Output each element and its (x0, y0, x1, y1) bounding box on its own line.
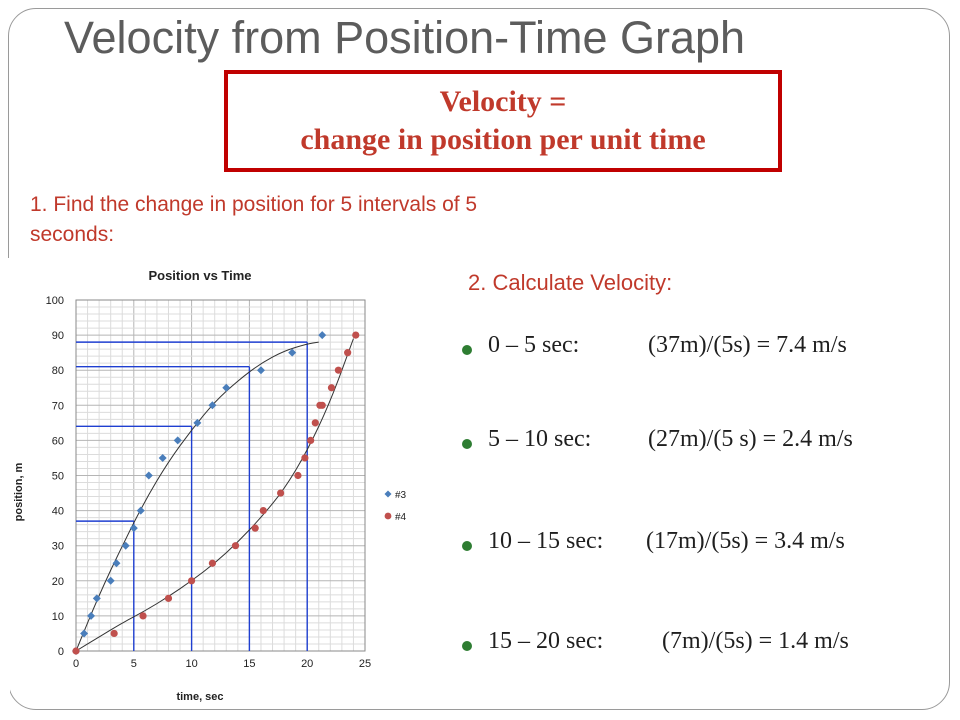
y-tick-label: 40 (52, 506, 64, 518)
x-tick-label: 15 (243, 658, 255, 670)
data-point-series-4 (294, 471, 302, 480)
chart-title: Position vs Time (148, 268, 251, 283)
calc-expression: (37m)/(5s) = 7.4 m/s (648, 332, 847, 358)
data-point-series-4 (188, 577, 196, 585)
data-point-series-4 (72, 647, 80, 655)
x-axis-label: time, sec (176, 691, 223, 703)
chart-points (72, 331, 360, 655)
chart-guide-lines (76, 341, 308, 651)
data-point-series-3 (256, 366, 265, 375)
data-point-series-3 (87, 611, 96, 620)
x-tick-label: 10 (185, 658, 197, 670)
calc-item-0-5: 0 – 5 sec: (37m)/(5s) = 7.4 m/s (462, 332, 952, 372)
slide-title: Velocity from Position-Time Graph (64, 12, 746, 63)
bullet-icon (462, 641, 472, 651)
calc-item-10-15: 10 – 15 sec: (17m)/(5s) = 3.4 m/s (462, 528, 952, 568)
data-point-series-3 (92, 594, 101, 603)
y-tick-label: 100 (46, 295, 64, 307)
definition-box: Velocity = change in position per unit t… (224, 70, 782, 172)
data-point-series-4 (352, 331, 360, 339)
data-point-series-3 (106, 576, 115, 585)
y-tick-label: 50 (52, 471, 64, 483)
data-point-series-4 (301, 454, 309, 462)
data-point-series-3 (222, 383, 231, 392)
bullet-icon (462, 541, 472, 551)
data-point-series-4 (307, 436, 315, 444)
step-2-instruction: 2. Calculate Velocity: (468, 270, 673, 295)
data-point-series-3 (318, 331, 327, 340)
data-point-series-4 (208, 559, 217, 567)
data-point-series-3 (80, 629, 89, 638)
x-tick-label: 0 (73, 658, 79, 670)
y-tick-label: 10 (52, 611, 64, 623)
data-point-series-4 (327, 384, 336, 392)
calc-item-5-10: 5 – 10 sec: (27m)/(5 s) = 2.4 m/s (462, 426, 952, 466)
calc-range: 0 – 5 sec: (488, 332, 580, 358)
calc-expression: (27m)/(5 s) = 2.4 m/s (648, 426, 853, 452)
data-point-series-3 (288, 348, 297, 357)
chart-grid (75, 299, 366, 652)
data-point-series-4 (110, 629, 118, 638)
data-point-series-4 (334, 366, 343, 374)
data-point-series-3 (112, 559, 121, 568)
data-point-series-4 (277, 489, 285, 497)
data-point-series-4 (259, 507, 267, 515)
y-axis-label: position, m (13, 462, 25, 521)
calc-item-15-20: 15 – 20 sec: (7m)/(5s) = 1.4 m/s (462, 628, 952, 668)
calc-range: 10 – 15 sec: (488, 528, 604, 554)
calc-expression: (7m)/(5s) = 1.4 m/s (662, 628, 849, 654)
data-point-series-4 (231, 542, 240, 550)
x-tick-label: 20 (301, 658, 313, 670)
legend-marker (384, 512, 392, 520)
y-tick-label: 20 (52, 576, 64, 588)
data-point-series-3 (193, 418, 202, 427)
y-tick-label: 90 (52, 330, 64, 342)
calc-range: 15 – 20 sec: (488, 628, 604, 654)
chart-tick-labels: 0 5 10 15 20 25 0 10 20 30 40 50 60 70 80 90 100 (46, 295, 371, 670)
legend-marker (384, 490, 392, 498)
legend-label: #3 (395, 490, 407, 501)
data-point-series-3 (144, 471, 153, 480)
plot-area-border (75, 299, 366, 652)
frame-gap (0, 258, 10, 718)
bullet-icon (462, 345, 472, 355)
definition-line-1: Velocity = (439, 85, 567, 118)
legend-label: #4 (395, 512, 407, 523)
y-tick-label: 80 (52, 365, 64, 377)
data-point-series-3 (158, 453, 167, 462)
data-point-series-4 (344, 349, 352, 357)
data-point-series-4 (318, 401, 326, 409)
data-point-series-4 (311, 419, 319, 427)
data-point-series-4 (251, 524, 259, 532)
bullet-icon (462, 439, 472, 449)
data-point-series-3 (173, 436, 182, 445)
data-point-series-3 (121, 541, 130, 550)
y-tick-label: 70 (52, 400, 64, 412)
y-tick-label: 60 (52, 435, 64, 447)
trendline (75, 338, 354, 652)
data-point-series-4 (139, 612, 147, 620)
step-1-instruction: 1. Find the change in position for 5 int… (30, 193, 478, 246)
definition-line-2: change in position per unit time (300, 123, 706, 156)
calc-range: 5 – 10 sec: (488, 426, 592, 452)
data-point-series-3 (136, 506, 145, 515)
trendline (75, 341, 319, 652)
y-tick-label: 0 (58, 646, 64, 658)
chart-legend: #3 #4 (384, 490, 407, 523)
x-tick-label: 5 (131, 658, 137, 670)
chart-trendlines (75, 338, 354, 652)
data-point-series-3 (208, 401, 217, 410)
data-point-series-4 (164, 594, 173, 602)
calc-expression: (17m)/(5s) = 3.4 m/s (646, 528, 845, 554)
data-point-series-3 (129, 524, 138, 533)
position-time-chart: Position vs Time 0 5 10 15 20 25 0 10 20 30 40 50 60… (13, 268, 407, 703)
x-tick-label: 25 (359, 658, 371, 670)
y-tick-label: 30 (52, 541, 64, 553)
